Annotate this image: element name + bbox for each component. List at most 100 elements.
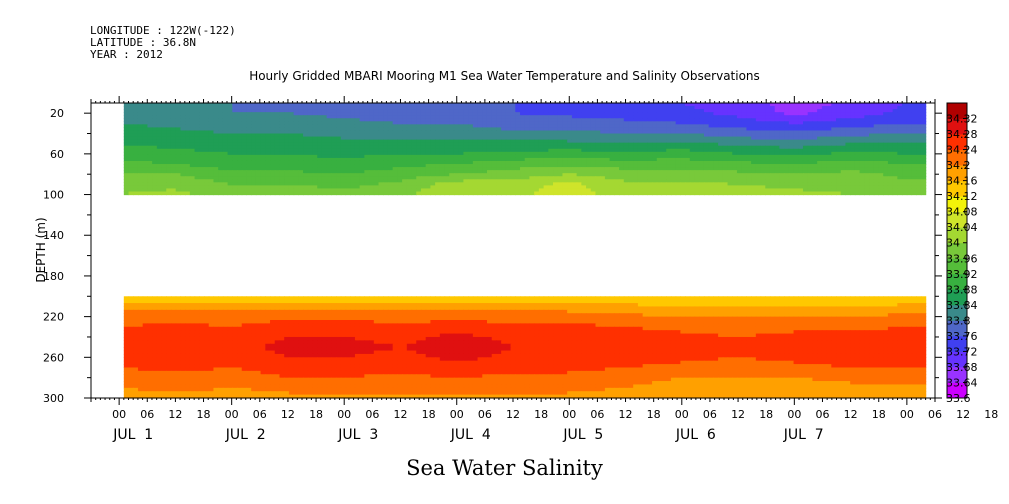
field-cell bbox=[288, 160, 295, 165]
field-cell bbox=[713, 130, 719, 135]
field-cell bbox=[586, 167, 592, 171]
field-cell bbox=[303, 130, 309, 135]
field-cell bbox=[425, 136, 431, 141]
field-cell bbox=[477, 136, 483, 141]
field-cell bbox=[802, 130, 809, 135]
field-cell bbox=[557, 160, 564, 165]
field-cell bbox=[595, 130, 601, 135]
field-cell bbox=[807, 139, 814, 144]
field-cell bbox=[449, 151, 455, 156]
field-cell bbox=[180, 145, 186, 150]
field-cell bbox=[802, 148, 809, 153]
field-cell bbox=[902, 133, 908, 138]
field-cell bbox=[133, 139, 139, 144]
field-cell bbox=[675, 133, 681, 138]
field-cell bbox=[873, 139, 880, 144]
field-cell bbox=[222, 124, 229, 129]
field-cell bbox=[170, 109, 177, 113]
field-cell bbox=[482, 139, 488, 144]
field-cell bbox=[916, 154, 922, 159]
field-cell bbox=[576, 160, 582, 165]
field-cell bbox=[600, 109, 606, 113]
field-cell bbox=[520, 112, 526, 116]
field-cell bbox=[741, 133, 747, 138]
field-cell bbox=[637, 139, 644, 144]
field-cell bbox=[491, 124, 498, 129]
field-cell bbox=[194, 121, 200, 125]
field-cell bbox=[378, 133, 384, 138]
field-cell bbox=[802, 118, 809, 122]
field-cell bbox=[364, 130, 370, 135]
field-cell bbox=[321, 164, 328, 168]
field-cell bbox=[718, 145, 724, 150]
field-cell bbox=[345, 170, 351, 174]
field-cell bbox=[354, 139, 361, 144]
field-cell bbox=[708, 170, 714, 174]
field-cell bbox=[600, 118, 606, 122]
field-cell bbox=[685, 109, 691, 113]
field-cell bbox=[505, 133, 512, 138]
field-cell bbox=[769, 164, 776, 168]
field-cell bbox=[175, 103, 182, 107]
field-cell bbox=[227, 157, 233, 162]
field-cell bbox=[284, 133, 290, 138]
field-cell bbox=[520, 148, 526, 153]
field-cell bbox=[600, 148, 606, 153]
field-cell bbox=[722, 148, 729, 153]
field-cell bbox=[406, 145, 413, 150]
field-cell bbox=[213, 124, 219, 129]
field-cell bbox=[784, 112, 790, 116]
field-cell bbox=[911, 103, 917, 107]
field-cell bbox=[831, 136, 837, 141]
field-cell bbox=[567, 109, 573, 113]
field-cell bbox=[774, 133, 781, 138]
field-cell bbox=[727, 118, 733, 122]
field-cell bbox=[538, 115, 545, 119]
field-cell bbox=[699, 142, 705, 147]
field-cell bbox=[878, 167, 884, 171]
field-cell bbox=[373, 151, 380, 156]
field-cell bbox=[482, 106, 488, 110]
field-cell bbox=[241, 151, 248, 156]
field-cell bbox=[501, 109, 507, 113]
field-cell bbox=[571, 157, 578, 162]
field-cell bbox=[340, 130, 347, 135]
field-cell bbox=[472, 130, 479, 135]
field-cell bbox=[307, 109, 314, 113]
field-cell bbox=[920, 115, 927, 119]
field-cell bbox=[911, 170, 917, 174]
field-cell bbox=[463, 121, 469, 125]
field-cell bbox=[718, 109, 724, 113]
field-cell bbox=[336, 139, 342, 144]
field-cell bbox=[468, 151, 474, 156]
field-cell bbox=[270, 124, 276, 129]
field-cell bbox=[317, 191, 323, 196]
field-cell bbox=[463, 103, 469, 107]
field-cell bbox=[142, 103, 149, 107]
field-cell bbox=[609, 112, 615, 116]
field-cell bbox=[373, 139, 380, 144]
field-cell bbox=[699, 167, 705, 171]
field-cell bbox=[378, 167, 384, 171]
field-cell bbox=[397, 160, 403, 165]
field-cell bbox=[222, 106, 229, 110]
field-cell bbox=[798, 106, 804, 110]
field-cell bbox=[586, 145, 592, 150]
field-cell bbox=[652, 139, 658, 144]
field-cell bbox=[802, 112, 809, 116]
field-cell bbox=[142, 151, 149, 156]
field-cell bbox=[336, 136, 342, 141]
field-cell bbox=[265, 154, 271, 159]
field-cell bbox=[864, 170, 870, 174]
field-cell bbox=[161, 118, 167, 122]
field-cell bbox=[685, 173, 691, 177]
field-cell bbox=[600, 133, 606, 138]
field-cell bbox=[208, 142, 215, 147]
field-cell bbox=[840, 103, 847, 107]
field-cell bbox=[416, 112, 422, 116]
field-cell bbox=[666, 109, 672, 113]
field-cell bbox=[133, 130, 139, 135]
field-cell bbox=[812, 109, 818, 113]
field-cell bbox=[204, 103, 210, 107]
field-cell bbox=[736, 145, 743, 150]
